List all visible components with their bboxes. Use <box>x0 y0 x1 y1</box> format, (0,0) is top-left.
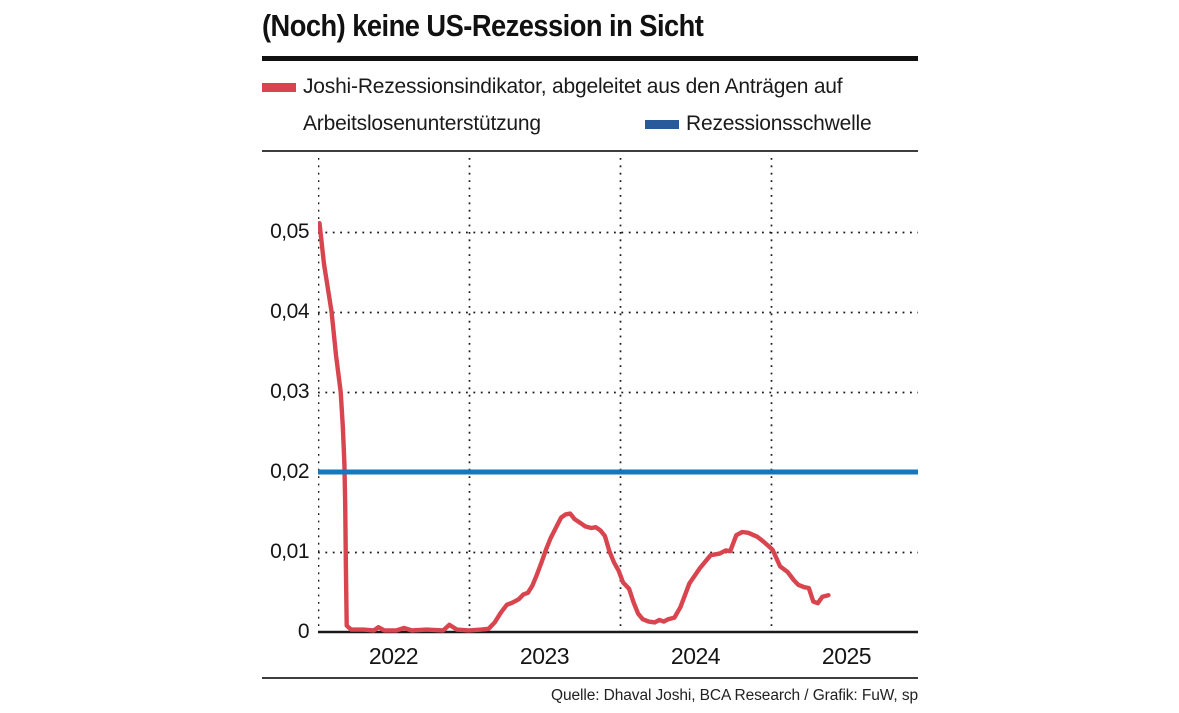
legend-label-indicator-line2: Arbeitslosenunterstützung <box>303 112 541 135</box>
source-caption: Quelle: Dhaval Joshi, BCA Research / Gra… <box>551 687 918 704</box>
x-tick-label: 2024 <box>670 643 721 669</box>
legend-label-threshold: Rezessionsschwelle <box>686 112 872 135</box>
x-tick-label: 2025 <box>821 643 872 669</box>
x-tick-label: 2022 <box>368 643 419 669</box>
y-tick-label: 0,02 <box>270 460 309 483</box>
y-tick-label: 0,03 <box>270 380 309 403</box>
legend-swatch-threshold-blue <box>645 120 679 129</box>
y-tick-label: 0,01 <box>270 540 309 563</box>
y-tick-label: 0,05 <box>270 220 309 243</box>
separator-line-bottom <box>262 677 918 679</box>
y-tick-label: 0,04 <box>270 300 309 323</box>
legend-swatch-indicator-red <box>262 83 296 92</box>
chart-title: (Noch) keine US-Rezession in Sicht <box>262 8 704 43</box>
chart-plot <box>318 158 918 634</box>
indicator-line <box>318 220 831 633</box>
legend-label-indicator-line1: Joshi-Rezessionsindikator, abgeleitet au… <box>303 75 843 98</box>
title-rule <box>262 56 918 61</box>
separator-line-top <box>262 150 918 152</box>
y-tick-label: 0 <box>297 620 310 643</box>
x-tick-label: 2023 <box>519 643 570 669</box>
